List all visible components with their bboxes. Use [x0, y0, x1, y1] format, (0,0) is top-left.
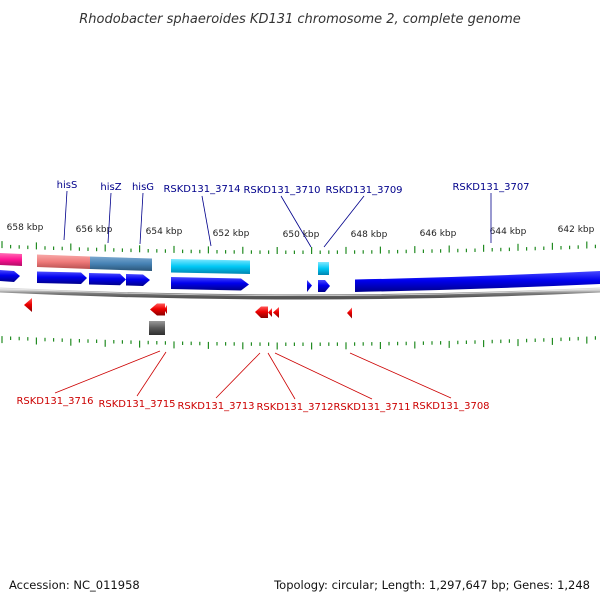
- scale-label: 652 kbp: [213, 229, 250, 239]
- bottom-gene-labels: RSKD131_3716 RSKD131_3715 RSKD131_3713 R…: [16, 350, 490, 413]
- gene-label-RSKD131_3713[interactable]: RSKD131_3713: [177, 401, 254, 412]
- gene-label-RSKD131_3716[interactable]: RSKD131_3716: [16, 396, 93, 407]
- inner-tick-row: [1, 336, 597, 350]
- scale-label: 644 kbp: [490, 227, 527, 237]
- forward-gene-arrow[interactable]: [0, 270, 20, 282]
- scale-label: 650 kbp: [283, 230, 320, 240]
- scale-label: 648 kbp: [351, 230, 388, 240]
- forward-gene-arrow[interactable]: [318, 280, 330, 292]
- gene-label-RSKD131_3709[interactable]: RSKD131_3709: [325, 185, 402, 196]
- steel-feature-bar: [90, 256, 152, 271]
- chromosome-backbone-highlight: [0, 288, 600, 296]
- accession-text: Accession: NC_011958: [9, 578, 140, 592]
- forward-gene-arrow[interactable]: [171, 277, 249, 291]
- label-leader-line: [54, 350, 161, 394]
- label-leader-line: [274, 352, 373, 400]
- cyan-small-feature-bar: [318, 262, 329, 275]
- forward-gene-arrow[interactable]: [307, 280, 312, 292]
- reverse-gene-arrow[interactable]: [150, 303, 165, 316]
- gene-label-hisS[interactable]: hisS: [57, 180, 78, 191]
- chromosome-backbone: [0, 287, 600, 300]
- magenta-feature-bar: [0, 253, 22, 266]
- label-leader-line: [63, 190, 68, 241]
- label-leader-line: [323, 195, 365, 248]
- gene-label-RSKD131_3714[interactable]: RSKD131_3714: [163, 184, 240, 195]
- gene-label-hisZ[interactable]: hisZ: [100, 182, 121, 193]
- scale-label: 654 kbp: [146, 227, 183, 237]
- feature-bars: [0, 253, 329, 275]
- scale-label: 646 kbp: [420, 229, 457, 239]
- gray-feature-bar: [149, 321, 165, 335]
- top-gene-labels: hisS hisZ hisG RSKD131_3714 RSKD131_3710…: [57, 180, 530, 248]
- gene-label-RSKD131_3715[interactable]: RSKD131_3715: [98, 399, 175, 410]
- genome-summary-text: Topology: circular; Length: 1,297,647 bp…: [274, 578, 590, 592]
- forward-gene-arrow[interactable]: [126, 274, 150, 286]
- reverse-gene-arrow[interactable]: [24, 298, 32, 312]
- label-leader-line: [136, 351, 167, 397]
- gene-label-RSKD131_3712[interactable]: RSKD131_3712: [256, 402, 333, 413]
- gene-label-RSKD131_3710[interactable]: RSKD131_3710: [243, 185, 320, 196]
- gene-label-hisG[interactable]: hisG: [132, 182, 154, 193]
- label-leader-line: [201, 195, 212, 247]
- map-title: Rhodobacter sphaeroides KD131 chromosome…: [79, 12, 520, 27]
- gene-label-RSKD131_3707[interactable]: RSKD131_3707: [452, 182, 529, 193]
- scale-label: 658 kbp: [7, 223, 44, 233]
- gene-label-RSKD131_3711[interactable]: RSKD131_3711: [333, 402, 410, 413]
- label-leader-line: [107, 192, 112, 244]
- scale-label: 642 kbp: [558, 225, 595, 235]
- forward-strand-genes: [0, 270, 600, 292]
- reverse-gene-arrow[interactable]: [255, 306, 268, 319]
- scale-labels: 658 kbp 656 kbp 654 kbp 652 kbp 650 kbp …: [7, 223, 595, 240]
- forward-gene-arrow[interactable]: [89, 273, 126, 286]
- label-leader-line: [349, 352, 452, 399]
- label-leader-line: [280, 195, 312, 248]
- pink-feature-bar: [37, 254, 90, 269]
- reverse-gene-arrow[interactable]: [347, 307, 352, 319]
- reverse-strand-genes: [24, 298, 352, 335]
- reverse-gene-arrow[interactable]: [164, 305, 167, 314]
- reverse-gene-arrow[interactable]: [273, 307, 279, 318]
- outer-tick-row: [1, 241, 597, 254]
- scale-label: 656 kbp: [76, 225, 113, 235]
- label-leader-line: [139, 192, 144, 245]
- forward-gene-arrow[interactable]: [355, 271, 600, 292]
- cyan-feature-bar: [171, 259, 250, 274]
- label-leader-line: [267, 352, 296, 400]
- label-leader-line: [215, 352, 261, 399]
- forward-gene-arrow[interactable]: [37, 271, 87, 285]
- reverse-gene-arrow[interactable]: [268, 308, 272, 317]
- gene-label-RSKD131_3708[interactable]: RSKD131_3708: [412, 401, 489, 412]
